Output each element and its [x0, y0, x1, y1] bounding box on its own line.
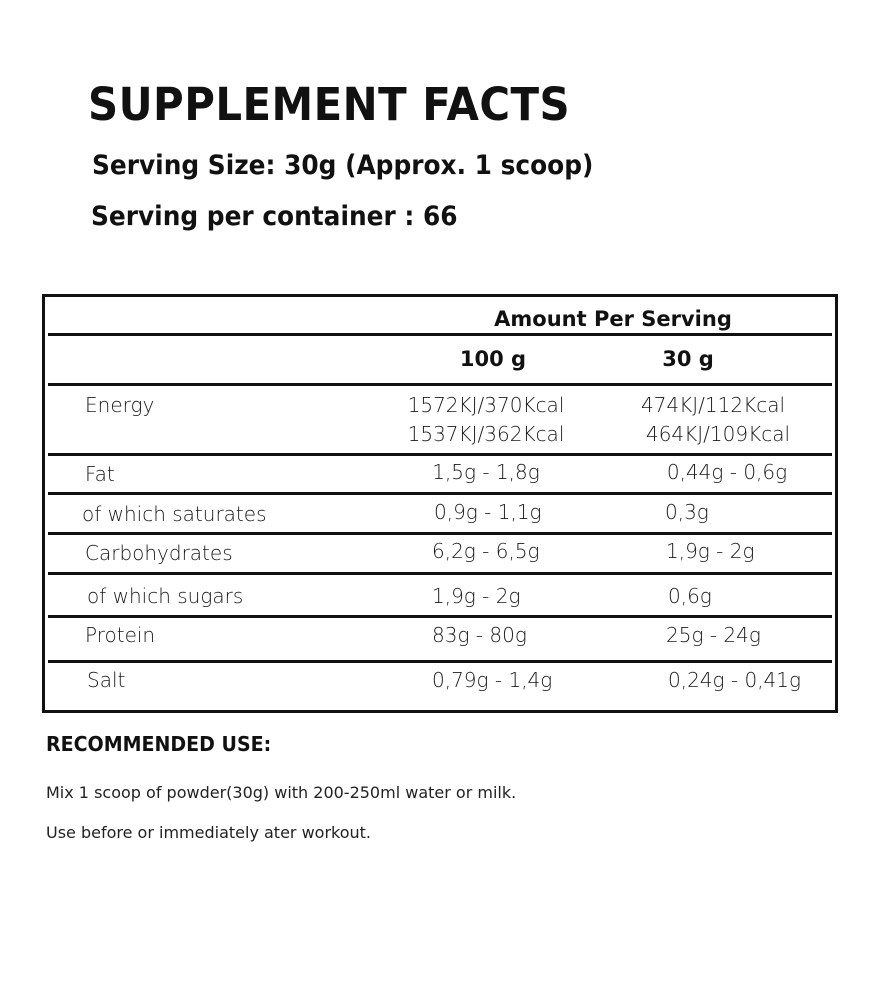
row-label-protein: Protein	[85, 623, 156, 647]
row-label-saturates: of which saturates	[82, 502, 267, 526]
carbohydrates-100g: 6,2g - 6,5g	[432, 539, 540, 563]
salt-100g: 0,79g - 1,4g	[432, 668, 553, 692]
divider	[48, 492, 832, 495]
row-label-fat: Fat	[85, 462, 115, 486]
divider	[48, 615, 832, 618]
column-header-100g: 100 g	[459, 347, 527, 371]
carbohydrates-30g: 1,9g - 2g	[666, 539, 755, 563]
nutrition-table	[42, 294, 838, 713]
energy-100g-alt: 1537KJ/362Kcal	[407, 422, 565, 446]
saturates-100g: 0,9g - 1,1g	[434, 500, 542, 524]
energy-100g: 1572KJ/370Kcal	[407, 393, 565, 417]
divider	[48, 383, 832, 386]
sugars-30g: 0,6g	[668, 584, 712, 608]
recommended-use-heading: RECOMMENDED USE:	[46, 732, 272, 756]
amount-per-serving-header: Amount Per Serving	[494, 307, 732, 331]
recommended-use-line: Mix 1 scoop of powder(30g) with 200-250m…	[46, 783, 517, 802]
energy-30g-alt: 464KJ/109Kcal	[645, 422, 791, 446]
column-header-30g: 30 g	[662, 347, 714, 371]
saturates-30g: 0,3g	[665, 500, 709, 524]
divider	[48, 660, 832, 663]
sugars-100g: 1,9g - 2g	[432, 584, 521, 608]
row-label-energy: Energy	[85, 393, 155, 417]
protein-30g: 25g - 24g	[666, 623, 761, 647]
fat-100g: 1,5g - 1,8g	[432, 460, 540, 484]
serving-size: Serving Size: 30g (Approx. 1 scoop)	[92, 150, 594, 181]
divider	[48, 453, 832, 456]
divider	[48, 572, 832, 575]
servings-per-container: Serving per container : 66	[91, 201, 458, 232]
fat-30g: 0,44g - 0,6g	[666, 460, 788, 484]
energy-30g: 474KJ/112Kcal	[640, 393, 786, 417]
salt-30g: 0,24g - 0,41g	[668, 668, 801, 692]
protein-100g: 83g - 80g	[432, 623, 527, 647]
recommended-use-line: Use before or immediately ater workout.	[46, 823, 372, 842]
page-title: SUPPLEMENT FACTS	[88, 78, 571, 131]
row-label-salt: Salt	[87, 668, 126, 692]
row-label-carbohydrates: Carbohydrates	[85, 541, 233, 565]
row-label-sugars: of which sugars	[87, 584, 244, 608]
divider	[48, 532, 832, 535]
divider	[48, 333, 832, 336]
